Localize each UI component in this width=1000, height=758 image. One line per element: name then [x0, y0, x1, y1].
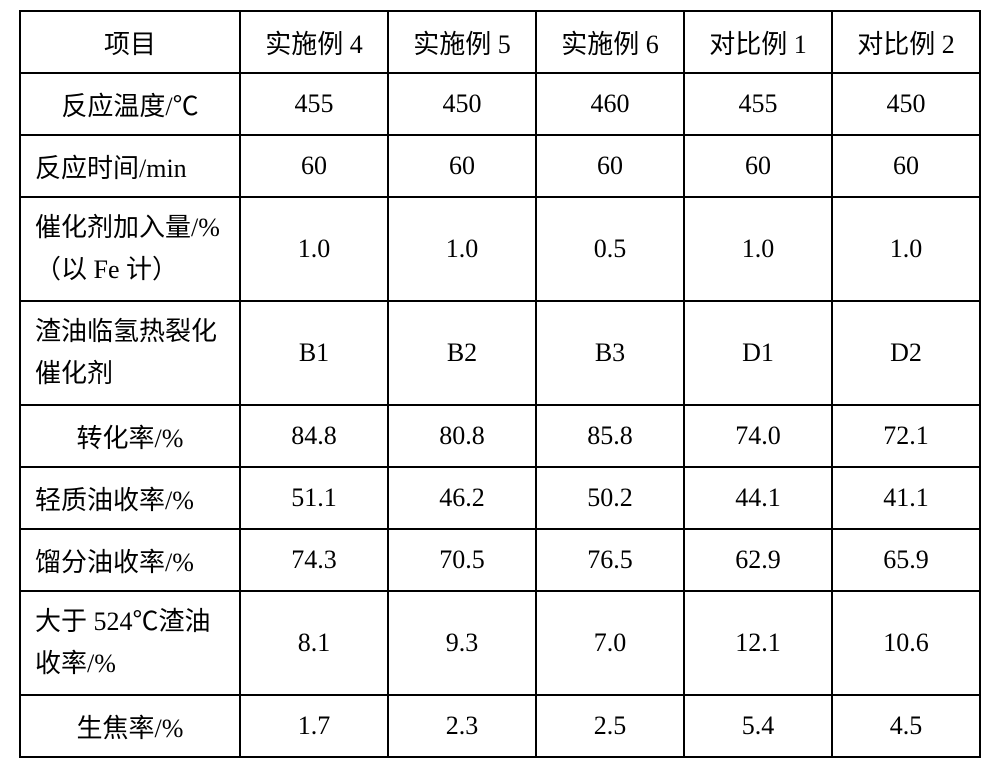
header-cell: 对比例 1	[684, 11, 832, 73]
data-cell: D1	[684, 301, 832, 405]
row-label: 转化率/%	[20, 405, 240, 467]
table-row: 反应时间/min6060606060	[20, 135, 980, 197]
data-cell: 62.9	[684, 529, 832, 591]
table-row: 渣油临氢热裂化催化剂B1B2B3D1D2	[20, 301, 980, 405]
data-cell: 60	[684, 135, 832, 197]
data-cell: 76.5	[536, 529, 684, 591]
data-cell: 72.1	[832, 405, 980, 467]
data-cell: 60	[536, 135, 684, 197]
data-cell: D2	[832, 301, 980, 405]
row-label: 反应温度/℃	[20, 73, 240, 135]
data-cell: B3	[536, 301, 684, 405]
data-cell: 1.0	[388, 197, 536, 301]
row-label: 轻质油收率/%	[20, 467, 240, 529]
data-cell: 7.0	[536, 591, 684, 695]
header-cell: 实施例 5	[388, 11, 536, 73]
data-cell: 9.3	[388, 591, 536, 695]
table-header: 项目 实施例 4 实施例 5 实施例 6 对比例 1 对比例 2	[20, 11, 980, 73]
data-cell: 0.5	[536, 197, 684, 301]
table-row: 馏分油收率/%74.370.576.562.965.9	[20, 529, 980, 591]
data-cell: 4.5	[832, 695, 980, 757]
row-label: 反应时间/min	[20, 135, 240, 197]
data-cell: 5.4	[684, 695, 832, 757]
data-cell: B1	[240, 301, 388, 405]
data-cell: 455	[684, 73, 832, 135]
row-label: 大于 524℃渣油收率/%	[20, 591, 240, 695]
data-cell: 65.9	[832, 529, 980, 591]
data-cell: 60	[832, 135, 980, 197]
data-cell: 84.8	[240, 405, 388, 467]
table-row: 大于 524℃渣油收率/%8.19.37.012.110.6	[20, 591, 980, 695]
table-row: 反应温度/℃455450460455450	[20, 73, 980, 135]
header-cell: 实施例 4	[240, 11, 388, 73]
data-cell: 450	[832, 73, 980, 135]
data-cell: 41.1	[832, 467, 980, 529]
data-cell: 2.5	[536, 695, 684, 757]
data-cell: 460	[536, 73, 684, 135]
data-cell: 1.0	[240, 197, 388, 301]
row-label: 馏分油收率/%	[20, 529, 240, 591]
data-table: 项目 实施例 4 实施例 5 实施例 6 对比例 1 对比例 2 反应温度/℃4…	[19, 10, 981, 758]
row-label: 催化剂加入量/%（以 Fe 计）	[20, 197, 240, 301]
header-cell: 实施例 6	[536, 11, 684, 73]
data-cell: 46.2	[388, 467, 536, 529]
data-cell: 60	[240, 135, 388, 197]
data-cell: 51.1	[240, 467, 388, 529]
row-label: 渣油临氢热裂化催化剂	[20, 301, 240, 405]
data-cell: 12.1	[684, 591, 832, 695]
data-cell: 60	[388, 135, 536, 197]
data-cell: 50.2	[536, 467, 684, 529]
table-body: 反应温度/℃455450460455450反应时间/min6060606060催…	[20, 73, 980, 757]
header-row: 项目 实施例 4 实施例 5 实施例 6 对比例 1 对比例 2	[20, 11, 980, 73]
data-cell: 70.5	[388, 529, 536, 591]
data-cell: 10.6	[832, 591, 980, 695]
header-cell: 对比例 2	[832, 11, 980, 73]
data-cell: 1.7	[240, 695, 388, 757]
data-cell: 85.8	[536, 405, 684, 467]
data-cell: 74.3	[240, 529, 388, 591]
data-cell: 8.1	[240, 591, 388, 695]
table-row: 生焦率/%1.72.32.55.44.5	[20, 695, 980, 757]
data-cell: 450	[388, 73, 536, 135]
data-cell: B2	[388, 301, 536, 405]
data-cell: 44.1	[684, 467, 832, 529]
table-row: 催化剂加入量/%（以 Fe 计）1.01.00.51.01.0	[20, 197, 980, 301]
data-cell: 2.3	[388, 695, 536, 757]
table-row: 轻质油收率/%51.146.250.244.141.1	[20, 467, 980, 529]
data-cell: 1.0	[684, 197, 832, 301]
table-row: 转化率/%84.880.885.874.072.1	[20, 405, 980, 467]
data-cell: 455	[240, 73, 388, 135]
data-cell: 74.0	[684, 405, 832, 467]
data-cell: 1.0	[832, 197, 980, 301]
header-cell: 项目	[20, 11, 240, 73]
row-label: 生焦率/%	[20, 695, 240, 757]
data-cell: 80.8	[388, 405, 536, 467]
